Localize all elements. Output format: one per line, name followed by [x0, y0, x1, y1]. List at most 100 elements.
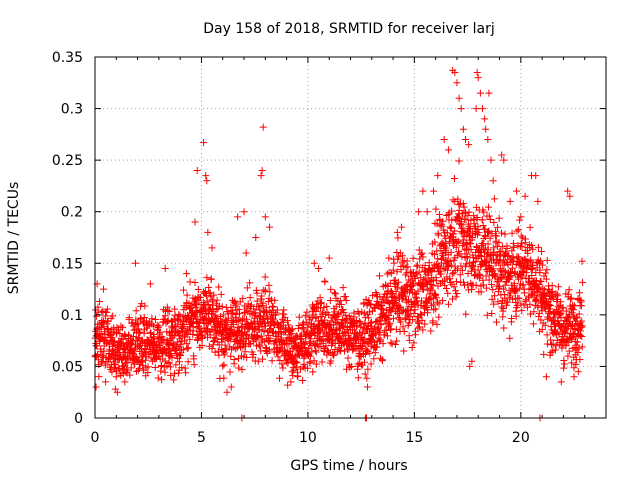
data-point	[329, 351, 337, 359]
data-point	[321, 316, 329, 324]
data-point	[394, 278, 402, 286]
data-point	[500, 156, 508, 164]
data-point	[128, 339, 136, 347]
data-point	[418, 249, 426, 257]
data-point	[287, 378, 295, 386]
data-point	[446, 223, 454, 231]
data-point	[540, 286, 548, 294]
data-point	[194, 286, 202, 294]
data-point	[484, 228, 492, 236]
data-point	[490, 219, 498, 227]
data-point	[499, 305, 507, 313]
data-point	[426, 277, 434, 285]
data-point	[456, 271, 464, 279]
data-point	[517, 239, 525, 247]
data-point	[171, 311, 179, 319]
data-point	[567, 322, 575, 330]
data-point	[220, 374, 228, 382]
data-point	[518, 243, 526, 251]
data-point	[506, 197, 514, 205]
data-point	[221, 349, 229, 357]
data-point	[393, 228, 401, 236]
data-point	[104, 325, 112, 333]
data-point	[371, 349, 379, 357]
data-point	[254, 357, 262, 365]
data-point	[543, 331, 551, 339]
data-point	[184, 358, 192, 366]
data-point	[543, 256, 551, 264]
data-point	[235, 364, 243, 372]
data-point	[496, 283, 504, 291]
data-point	[302, 318, 310, 326]
data-point	[92, 383, 100, 391]
data-point	[551, 328, 559, 336]
data-point	[473, 68, 481, 76]
data-point	[131, 259, 139, 267]
data-point	[453, 289, 461, 297]
data-point	[487, 156, 495, 164]
data-point	[462, 310, 470, 318]
data-point	[97, 348, 105, 356]
data-point	[413, 262, 421, 270]
data-point	[482, 233, 490, 241]
data-point	[442, 244, 450, 252]
data-point	[513, 285, 521, 293]
chart-title: Day 158 of 2018, SRMTID for receiver lar…	[203, 21, 495, 37]
data-point	[574, 368, 582, 376]
data-point	[288, 325, 296, 333]
data-point	[541, 321, 549, 329]
data-point	[284, 359, 292, 367]
data-point	[436, 222, 444, 230]
data-point	[543, 266, 551, 274]
data-point	[365, 296, 373, 304]
data-point	[393, 268, 401, 276]
data-point	[472, 243, 480, 251]
data-point	[227, 325, 235, 333]
data-point	[479, 276, 487, 284]
data-point	[166, 346, 174, 354]
x-axis-title: GPS time / hours	[290, 458, 407, 474]
data-point	[438, 259, 446, 267]
data-point	[451, 227, 459, 235]
data-point	[423, 208, 431, 216]
data-point	[372, 288, 380, 296]
data-point	[315, 264, 323, 272]
data-point	[180, 286, 188, 294]
data-point	[191, 278, 199, 286]
data-point	[459, 125, 467, 133]
data-point	[544, 289, 552, 297]
data-point	[198, 306, 206, 314]
data-point	[346, 363, 354, 371]
data-point	[515, 226, 523, 234]
data-point	[171, 305, 179, 313]
data-point	[272, 309, 280, 317]
x-tick-label: 0	[91, 430, 100, 446]
data-point	[396, 303, 404, 311]
data-point	[565, 347, 573, 355]
data-point	[566, 192, 574, 200]
data-point	[277, 325, 285, 333]
data-point	[559, 304, 567, 312]
data-point	[141, 302, 149, 310]
data-point	[515, 216, 523, 224]
data-point	[352, 339, 360, 347]
data-point	[175, 332, 183, 340]
data-point	[232, 300, 240, 308]
data-point	[441, 281, 449, 289]
data-point	[569, 301, 577, 309]
data-point	[529, 290, 537, 298]
data-point	[95, 373, 103, 381]
data-point	[418, 297, 426, 305]
data-point	[301, 344, 309, 352]
data-point	[578, 322, 586, 330]
data-point	[136, 328, 144, 336]
data-point	[500, 285, 508, 293]
data-point	[354, 360, 362, 368]
data-point	[165, 307, 173, 315]
data-point	[503, 245, 511, 253]
data-point	[484, 246, 492, 254]
data-point	[366, 300, 374, 308]
x-tick-label: 5	[197, 430, 206, 446]
data-point	[102, 378, 110, 386]
data-point	[392, 287, 400, 295]
